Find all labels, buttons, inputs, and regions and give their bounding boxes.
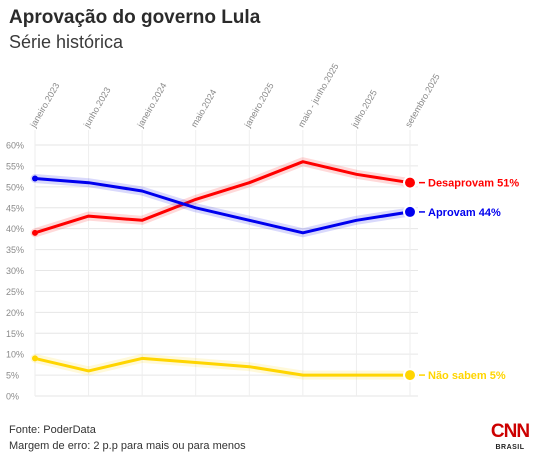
y-tick-label: 20% [6,308,24,318]
y-tick-label: 15% [6,329,24,339]
cnn-brasil-logo: CNN BRASIL [489,422,531,456]
y-tick-label: 45% [6,203,24,213]
x-tick-label: janeiro.2024 [135,81,169,130]
y-tick-label: 35% [6,245,24,255]
grid-lines [34,130,418,397]
logo-sub-text: BRASIL [495,444,525,451]
x-tick-label: maio.2024 [189,88,219,129]
x-tick-label: julho.2025 [349,88,379,130]
desaprovam-end-label: Desaprovam 51% [428,178,519,190]
source-note: Fonte: PoderData [9,424,96,436]
aprovam-end-label: Aprovam 44% [428,207,501,219]
x-tick-label: setembro.2025 [403,72,442,129]
y-tick-label: 30% [6,266,24,276]
y-tick-label: 40% [6,224,24,234]
y-tick-label: 10% [6,350,24,360]
desaprovam-end-point [403,175,417,190]
chart-title: Aprovação do governo Lula [9,7,261,28]
desaprovam-line [33,160,412,235]
x-axis-ticks: janeiro.2023 junho.2023 janeiro.2024 maio.2… [28,62,442,130]
y-tick-label: 25% [6,287,24,297]
x-tick-label: janeiro.2023 [28,81,62,130]
nao-sabem-end-label: Não sabem 5% [428,370,506,382]
y-tick-label: 55% [6,161,24,171]
margin-note: Margem de erro: 2 p.p para mais ou para … [9,440,246,452]
aprovam-end-point [403,204,417,219]
x-tick-label: junho.2023 [81,85,112,129]
nao-sabem-end-point [403,368,417,383]
nao-sabem-start-point [32,355,38,362]
desaprovam-start-point [32,229,38,236]
x-tick-label: maio - junho.2025 [296,62,341,129]
y-axis-ticks: 0% 5% 10% 15% 20% 25% 30% 35% 40% 45% 50% 55% 60% [6,141,24,402]
y-tick-label: 0% [6,392,19,402]
x-tick-label: janeiro.2025 [242,81,276,130]
nao-sabem-line [33,356,412,377]
nao-sabem-line-halo [30,353,415,380]
y-tick-label: 50% [6,182,24,192]
end-labels: Desaprovam 51% Aprovam 44% Não sabem 5% [403,175,521,384]
series-lines [30,157,415,380]
aprovam-start-point [32,175,38,182]
y-tick-label: 5% [6,371,19,381]
y-tick-label: 60% [6,141,24,151]
chart-subtitle: Série histórica [9,32,124,52]
aprovam-line [33,177,412,235]
logo-brand-text: CNN [490,421,530,442]
